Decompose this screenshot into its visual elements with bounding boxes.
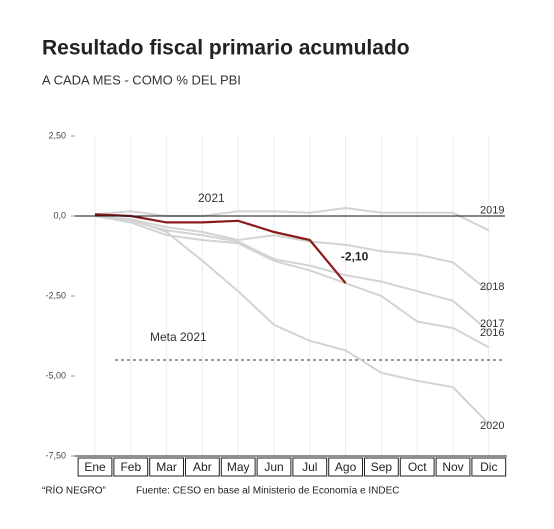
x-tick-label: Ene: [84, 460, 106, 474]
category-box: [364, 457, 399, 477]
y-tick-label: 2,50: [48, 130, 66, 140]
series-line: [94, 206, 490, 232]
x-tick-label: Jul: [302, 460, 317, 474]
source: Fuente: CESO en base al Ministerio de Ec…: [136, 486, 399, 497]
x-tick-label: Abr: [193, 460, 212, 474]
series-line: [94, 215, 490, 349]
series-line: [94, 215, 490, 332]
y-tick-label: -2,50: [45, 290, 66, 300]
credit: “RÍO NEGRO”: [42, 484, 106, 497]
category-box: [471, 457, 507, 477]
x-tick-label: May: [227, 460, 250, 474]
x-tick-label: Dic: [480, 460, 497, 474]
x-tick-label: Nov: [442, 460, 463, 474]
x-tick-label: Mar: [156, 460, 177, 474]
category-box: [113, 457, 149, 477]
y-tick-label: 0,0: [53, 210, 66, 220]
category-box: [328, 457, 364, 477]
x-tick-label: Jun: [264, 460, 283, 474]
category-box: [185, 457, 220, 477]
category-box: [220, 457, 256, 477]
series-label: 2018: [480, 281, 504, 293]
category-box: [256, 457, 292, 477]
category-box: [292, 457, 328, 477]
series-line: [94, 215, 490, 425]
y-tick-label: -5,00: [45, 370, 66, 380]
series-label: 2017: [480, 318, 504, 330]
x-tick-label: Sep: [371, 460, 393, 474]
category-box: [435, 457, 471, 477]
series-line: [94, 213, 347, 284]
category-box: [77, 457, 113, 477]
y-tick-label: -7,50: [45, 450, 66, 460]
reference-label: Meta 2021: [150, 330, 207, 344]
category-box: [399, 457, 435, 477]
series-label: 2020: [480, 420, 504, 432]
series-label: 2021: [198, 191, 225, 205]
x-tick-label: Feb: [120, 460, 141, 474]
x-tick-label: Ago: [335, 460, 357, 474]
x-tick-label: Oct: [408, 460, 427, 474]
category-box: [149, 457, 184, 477]
data-label: -2,10: [341, 249, 369, 263]
chart-subtitle: A CADA MES - COMO % DEL PBI: [42, 72, 241, 87]
series-line: [94, 215, 490, 292]
series-label: 2019: [480, 204, 504, 216]
series-label: 2016: [480, 327, 504, 339]
chart-title: Resultado fiscal primario acumulado: [42, 37, 410, 60]
